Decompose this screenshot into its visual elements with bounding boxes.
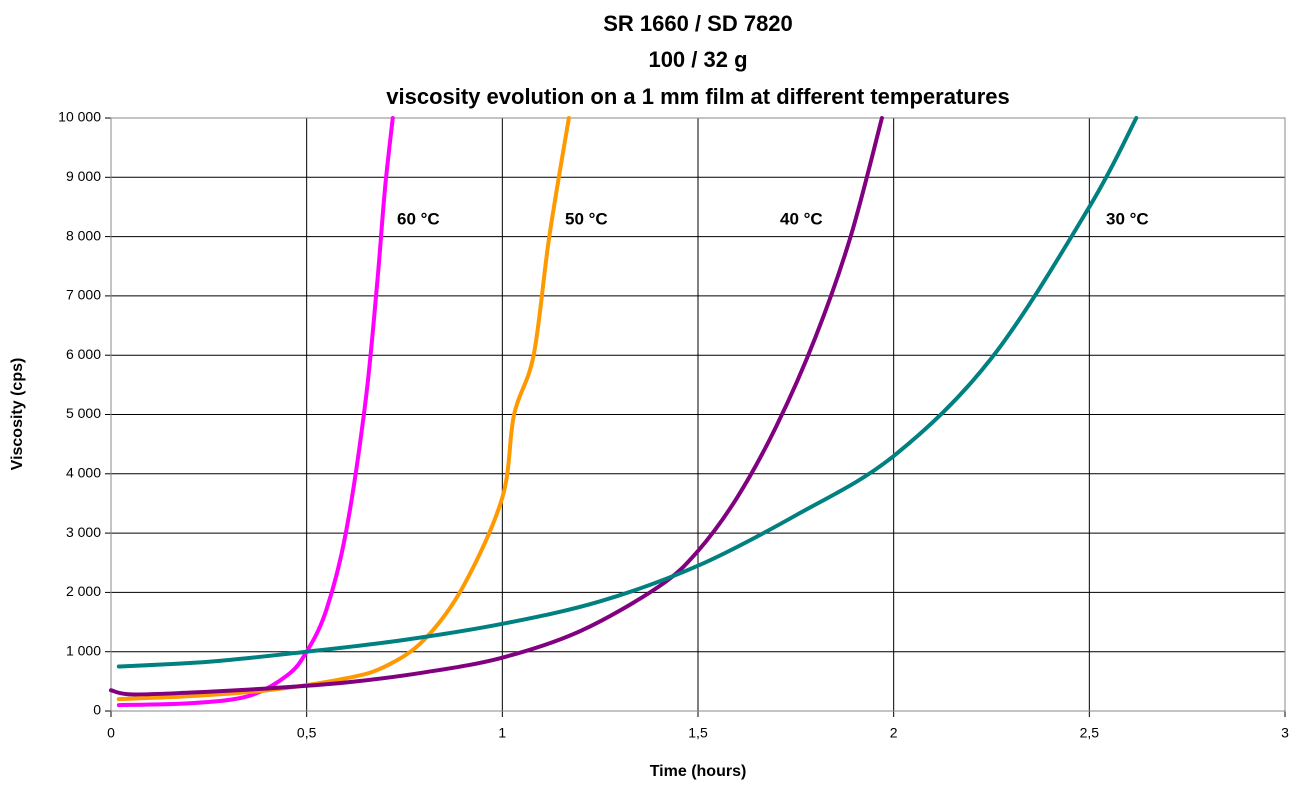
x-tick-label: 0,5 (297, 725, 317, 741)
y-tick-label: 9 000 (66, 168, 101, 184)
y-tick-label: 1 000 (66, 642, 101, 658)
y-tick-label: 2 000 (66, 583, 101, 599)
y-tick-label: 3 000 (66, 524, 101, 540)
x-axis-title: Time (hours) (650, 763, 747, 780)
line-series (116, 116, 395, 708)
y-axis-title: Viscosity (cps) (9, 358, 26, 471)
y-tick-label: 7 000 (66, 287, 101, 303)
y-tick-label: 4 000 (66, 465, 101, 481)
series-label: 40 °C (780, 209, 823, 228)
y-tick-label: 10 000 (58, 109, 101, 125)
y-tick-label: 6 000 (66, 346, 101, 362)
line-series (116, 116, 571, 702)
series-label: 50 °C (565, 209, 608, 228)
x-tick-label: 0 (107, 725, 115, 741)
y-tick-label: 0 (93, 702, 101, 718)
y-tick-label: 5 000 (66, 405, 101, 421)
line-series (109, 116, 884, 697)
chart-title: SR 1660 / SD 7820 (603, 11, 793, 36)
x-tick-label: 1 (498, 725, 506, 741)
x-tick-label: 2,5 (1080, 725, 1100, 741)
chart-subtitle: viscosity evolution on a 1 mm film at di… (386, 84, 1010, 109)
series-label: 60 °C (397, 209, 440, 228)
x-tick-label: 1,5 (688, 725, 708, 741)
y-tick-label: 8 000 (66, 227, 101, 243)
x-tick-label: 2 (890, 725, 898, 741)
chart-subtitle: 100 / 32 g (648, 47, 747, 72)
x-tick-label: 3 (1281, 725, 1289, 741)
plot-border (110, 117, 1286, 712)
series-label: 30 °C (1106, 209, 1149, 228)
line-series (116, 116, 1139, 669)
